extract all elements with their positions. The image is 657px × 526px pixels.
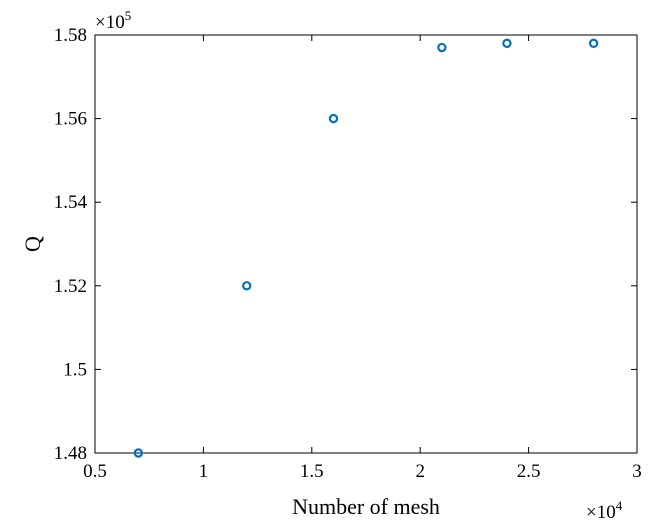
x-tick-label: 3 bbox=[632, 461, 642, 482]
y-tick-label: 1.58 bbox=[54, 25, 87, 46]
y-tick-label: 1.5 bbox=[63, 359, 87, 380]
data-point bbox=[502, 38, 512, 49]
x-multiplier-base: ×10 bbox=[586, 502, 616, 523]
y-tick-label: 1.54 bbox=[54, 192, 88, 213]
y-tick-label: 1.48 bbox=[54, 443, 87, 464]
y-axis-multiplier: ×105 bbox=[95, 8, 131, 33]
x-tick-labels: 0.5 1 1.5 2 2.5 3 bbox=[83, 461, 642, 482]
y-axis-title: Q bbox=[20, 236, 45, 252]
data-point bbox=[588, 38, 599, 49]
data-point bbox=[437, 42, 447, 53]
plot-area bbox=[94, 34, 638, 454]
x-tick-label: 2 bbox=[415, 461, 425, 482]
x-tick-label: 1 bbox=[199, 461, 209, 482]
x-multiplier-exp: 4 bbox=[616, 498, 623, 513]
y-tick-labels: 1.48 1.5 1.52 1.54 1.56 1.58 bbox=[54, 25, 88, 464]
x-tick-label: 1.5 bbox=[300, 461, 324, 482]
x-axis-multiplier: ×104 bbox=[586, 498, 623, 523]
data-point bbox=[328, 113, 339, 124]
y-multiplier-base: ×10 bbox=[95, 12, 125, 33]
y-multiplier-exp: 5 bbox=[125, 8, 132, 23]
x-tick-label: 0.5 bbox=[83, 461, 107, 482]
x-axis-title: Number of mesh bbox=[292, 494, 440, 519]
data-point bbox=[242, 281, 252, 291]
y-tick-label: 1.56 bbox=[54, 109, 87, 130]
x-tick-label: 2.5 bbox=[517, 461, 541, 482]
data-points bbox=[133, 38, 599, 458]
axis-ticks bbox=[94, 34, 638, 454]
data-point bbox=[133, 448, 144, 458]
y-tick-label: 1.52 bbox=[54, 276, 87, 297]
